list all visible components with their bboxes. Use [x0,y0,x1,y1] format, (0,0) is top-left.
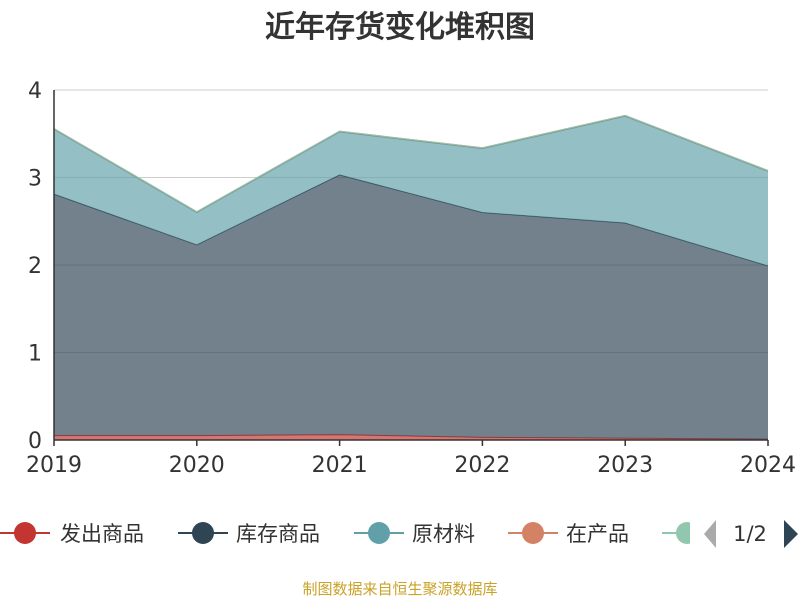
y-tick-label: 1 [28,342,42,367]
legend-label: 发出商品 [60,522,144,546]
legend-marker [368,522,390,544]
x-tick-label: 2021 [312,453,368,478]
legend-label: 在产品 [566,522,629,546]
axes: 2019 2020 2021 2022 2023 2024 [26,90,796,478]
x-tick-label: 2023 [597,453,653,478]
legend-item[interactable]: 库存商品 [178,522,320,546]
area-series-1[interactable] [54,434,768,440]
y-tick-label: 0 [28,429,42,454]
x-tick-label: 2024 [740,453,796,478]
legend-item[interactable]: 发出商品 [0,522,144,546]
area-series-2[interactable] [54,174,768,440]
x-tick-label: 2020 [169,453,225,478]
x-tick-label: 2019 [26,453,82,478]
area-line-5 [53,114,769,213]
legend-item[interactable]: 原材料 [354,522,475,546]
legend-next-icon[interactable] [784,520,798,548]
data-source-note: 制图数据来自恒生聚源数据库 [302,580,497,598]
legend-page-indicator: 1/2 [733,522,767,546]
y-tick-label: 3 [28,167,42,192]
legend-marker [522,522,544,544]
legend: 发出商品 库存商品 原材料 在产品 1/2 [0,510,800,556]
area-series-3[interactable] [54,116,768,266]
legend-item[interactable]: 在产品 [508,522,629,546]
legend-prev-icon[interactable] [704,520,716,548]
legend-label: 原材料 [412,522,475,546]
y-tick-label: 2 [28,254,42,279]
legend-label: 库存商品 [236,522,320,546]
plot-area [53,114,769,440]
y-tick-label: 4 [28,79,42,104]
legend-marker [192,522,214,544]
chart-title: 近年存货变化堆积图 [265,10,535,45]
legend-marker [14,522,36,544]
x-tick-label: 2022 [454,453,510,478]
